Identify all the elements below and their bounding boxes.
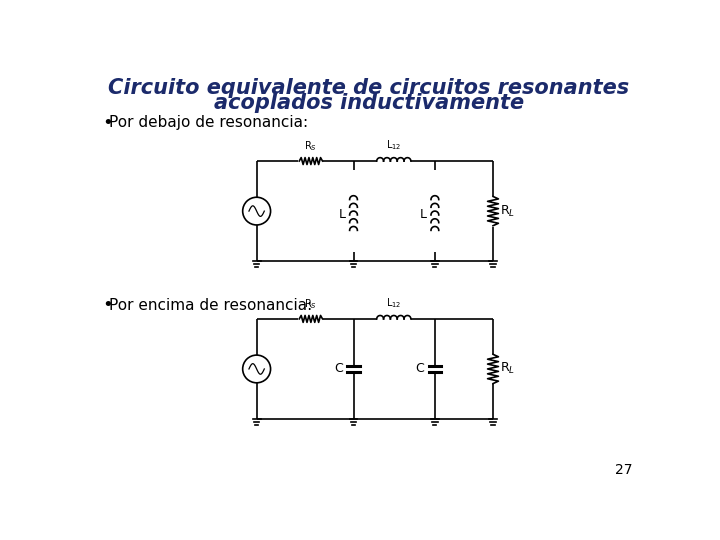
Text: L$_{12}$: L$_{12}$ [386,296,402,309]
Text: C: C [415,362,424,375]
Text: R$_S$: R$_S$ [305,298,318,311]
Text: Circuito equivalente de circuitos resonantes: Circuito equivalente de circuitos resona… [109,78,629,98]
Text: C: C [334,362,343,375]
Text: L$_{12}$: L$_{12}$ [386,138,402,152]
Text: L: L [338,208,346,221]
Text: R$_L$: R$_L$ [500,361,515,376]
Text: L: L [420,208,427,221]
Text: 27: 27 [615,463,632,477]
Text: R$_L$: R$_L$ [500,204,515,219]
Text: Por encima de resonancia:: Por encima de resonancia: [109,298,312,313]
Text: Por debajo de resonancia:: Por debajo de resonancia: [109,115,308,130]
Text: R$_S$: R$_S$ [305,139,318,153]
Text: acoplados inductivamente: acoplados inductivamente [214,93,524,113]
Text: •: • [102,113,113,132]
Text: •: • [102,296,113,314]
